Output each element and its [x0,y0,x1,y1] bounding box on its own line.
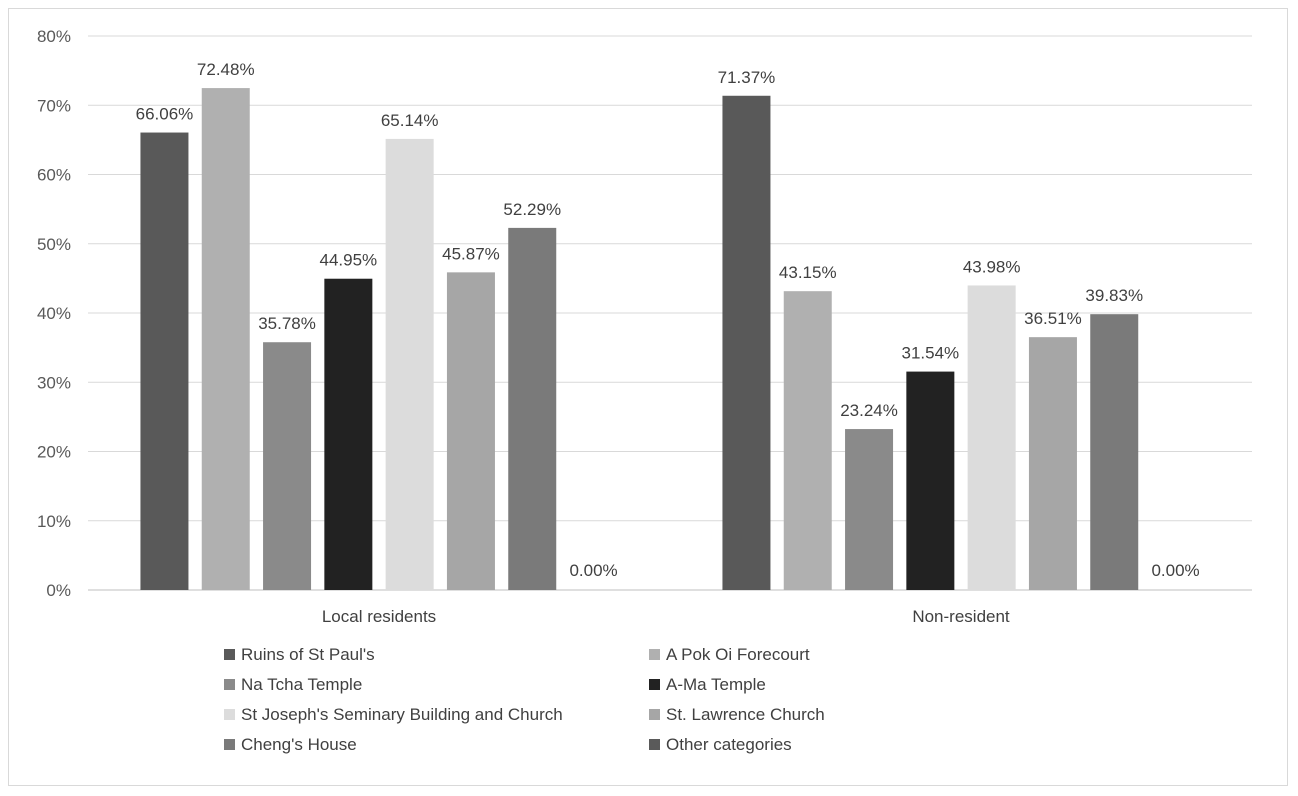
y-tick-label: 10% [37,512,71,531]
legend-swatch-a-ma-temple [649,679,660,690]
y-tick-label: 20% [37,443,71,462]
y-tick-label: 70% [37,96,71,115]
data-label: 72.48% [197,60,255,79]
data-label: 65.14% [381,111,439,130]
data-label: 43.98% [963,257,1021,276]
bar-ruins-of-st-paul-s-local-residents [140,132,189,591]
bar-st-joseph-s-seminary-building-and-church-non-resident [967,285,1016,590]
y-tick-label: 80% [37,27,71,46]
legend-swatch-st-joseph-s-seminary-building-and-church [224,709,235,720]
bars [140,88,1139,591]
bar-cheng-s-house-local-residents [508,227,557,590]
bar-ruins-of-st-paul-s-non-resident [722,95,771,590]
legend-swatch-other-categories [649,739,660,750]
bar-st-joseph-s-seminary-building-and-church-local-residents [385,138,434,590]
data-label: 66.06% [136,105,194,124]
legend-label-st-joseph-s-seminary-building-and-church: St Joseph's Seminary Building and Church [241,705,563,724]
data-label: 35.78% [258,314,316,333]
legend-swatch-ruins-of-st-paul-s [224,649,235,660]
data-label: 36.51% [1024,309,1082,328]
legend-swatch-cheng-s-house [224,739,235,750]
data-label: 39.83% [1085,286,1143,305]
data-label: 45.87% [442,244,500,263]
bar-na-tcha-temple-non-resident [845,429,894,590]
y-axis-ticks: 0% 10% 20% 30% 40% 50% 60% 70% 80% [37,27,71,600]
legend-swatch-a-pok-oi-forecourt [649,649,660,660]
data-label: 43.15% [779,263,837,282]
legend-label-other-categories: Other categories [666,735,792,754]
legend-swatch-na-tcha-temple [224,679,235,690]
data-label: 52.29% [503,200,561,219]
chart-frame: 0% 10% 20% 30% 40% 50% 60% 70% 80% 66.06% 72.48% 3… [8,8,1288,786]
y-tick-label: 60% [37,166,71,185]
bar-a-pok-oi-forecourt-local-residents [201,88,250,591]
legend-label-ruins-of-st-paul-s: Ruins of St Paul's [241,645,375,664]
y-tick-label: 50% [37,235,71,254]
legend: Ruins of St Paul's A Pok Oi Forecourt Na T… [224,645,825,754]
bar-a-ma-temple-non-resident [906,371,955,590]
category-label-non-resident: Non-resident [912,607,1010,626]
bar-st-lawrence-church-non-resident [1028,337,1077,590]
legend-label-st-lawrence-church: St. Lawrence Church [666,705,825,724]
data-label: 31.54% [902,344,960,363]
data-label: 0.00% [569,561,617,580]
bar-a-pok-oi-forecourt-non-resident [783,291,832,590]
legend-label-na-tcha-temple: Na Tcha Temple [241,675,362,694]
y-tick-label: 0% [46,581,71,600]
y-tick-label: 40% [37,304,71,323]
data-label: 0.00% [1151,561,1199,580]
data-label: 23.24% [840,401,898,420]
y-tick-label: 30% [37,373,71,392]
x-axis-categories: Local residents Non-resident [322,607,1010,626]
bar-cheng-s-house-non-resident [1090,314,1139,590]
bar-chart: 0% 10% 20% 30% 40% 50% 60% 70% 80% 66.06% 72.48% 3… [37,27,1252,754]
bar-na-tcha-temple-local-residents [263,342,312,590]
data-label: 44.95% [320,251,378,270]
category-label-local-residents: Local residents [322,607,436,626]
data-label: 71.37% [718,68,776,87]
legend-label-a-pok-oi-forecourt: A Pok Oi Forecourt [666,645,810,664]
legend-label-a-ma-temple: A-Ma Temple [666,675,766,694]
bar-a-ma-temple-local-residents [324,278,373,590]
legend-swatch-st-lawrence-church [649,709,660,720]
legend-label-cheng-s-house: Cheng's House [241,735,357,754]
bar-st-lawrence-church-local-residents [446,272,495,590]
data-labels: 66.06% 72.48% 35.78% 44.95% 65.14% 45.87% 52.2… [136,60,1200,580]
